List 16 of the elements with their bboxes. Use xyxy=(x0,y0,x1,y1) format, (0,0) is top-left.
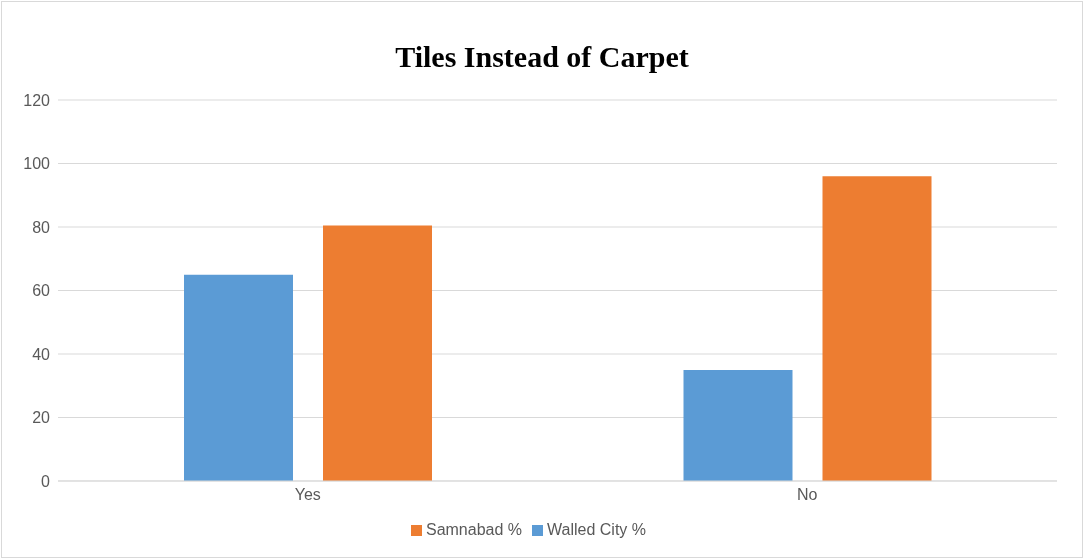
y-tick-label: 120 xyxy=(23,91,51,109)
y-tick-label: 40 xyxy=(32,345,51,363)
bar xyxy=(184,274,293,481)
bar xyxy=(683,369,793,481)
y-tick-label: 80 xyxy=(32,218,51,236)
legend-label: Walled City % xyxy=(547,521,647,538)
legend-label: Samnabad % xyxy=(425,521,523,538)
x-tick-label: Yes xyxy=(294,486,321,504)
bar xyxy=(822,176,932,481)
x-tick-label: No xyxy=(797,486,818,504)
bar xyxy=(323,225,432,481)
y-tick-label: 0 xyxy=(41,472,51,490)
y-tick-label: 60 xyxy=(32,282,51,300)
y-tick-label: 100 xyxy=(23,155,51,173)
chart-title: Tiles Instead of Carpet xyxy=(394,40,690,74)
y-tick-label: 20 xyxy=(32,409,51,427)
